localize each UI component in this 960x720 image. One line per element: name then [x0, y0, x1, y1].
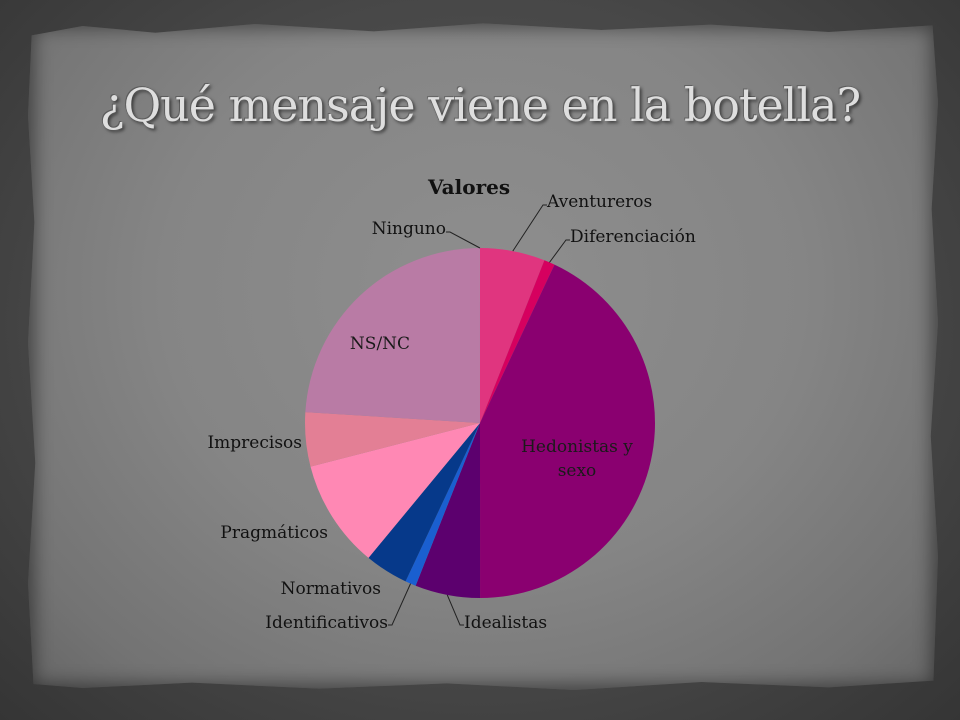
pie-slice-normativos: [368, 423, 480, 582]
pie-slice-identificativos: [405, 423, 480, 586]
pie-slice-pragmaticos: [310, 423, 480, 558]
leader-line-diferenciacion: [549, 239, 570, 263]
chart-title: Valores: [427, 175, 510, 199]
pie-slice-diferenciacion: [480, 260, 555, 423]
leader-line-aventureros: [512, 204, 547, 252]
slice-label-ninguno: Ninguno: [372, 219, 446, 239]
slice-label-ns-nc: NS/NC: [350, 334, 410, 354]
slice-label-pragmaticos: Pragmáticos: [220, 523, 328, 543]
pie-slice-idealistas: [415, 423, 481, 598]
pie-slice-imprecisos: [304, 412, 480, 467]
leader-line-identificativos: [388, 583, 412, 626]
pie-slice-hedonistas-y-sexo: [480, 264, 656, 598]
slide-title: ¿Qué mensaje viene en la botella?: [99, 78, 861, 132]
slice-label-aventureros: Aventureros: [546, 192, 652, 212]
slice-label-imprecisos: Imprecisos: [207, 433, 302, 453]
leader-line-idealistas: [446, 594, 464, 626]
slice-label-normativos: Normativos: [281, 579, 381, 599]
pie-slice-ns-nc: [305, 248, 480, 423]
slice-label-diferenciacion: Diferenciación: [570, 227, 696, 247]
slice-label-hedonistas-y-sexo: Hedonistas y sexo: [521, 437, 633, 481]
pie-slice-aventureros: [480, 248, 545, 423]
slice-label-identificativos: Identificativos: [265, 613, 388, 633]
slice-label-idealistas: Idealistas: [464, 613, 547, 633]
leader-line-ninguno: [446, 231, 481, 249]
